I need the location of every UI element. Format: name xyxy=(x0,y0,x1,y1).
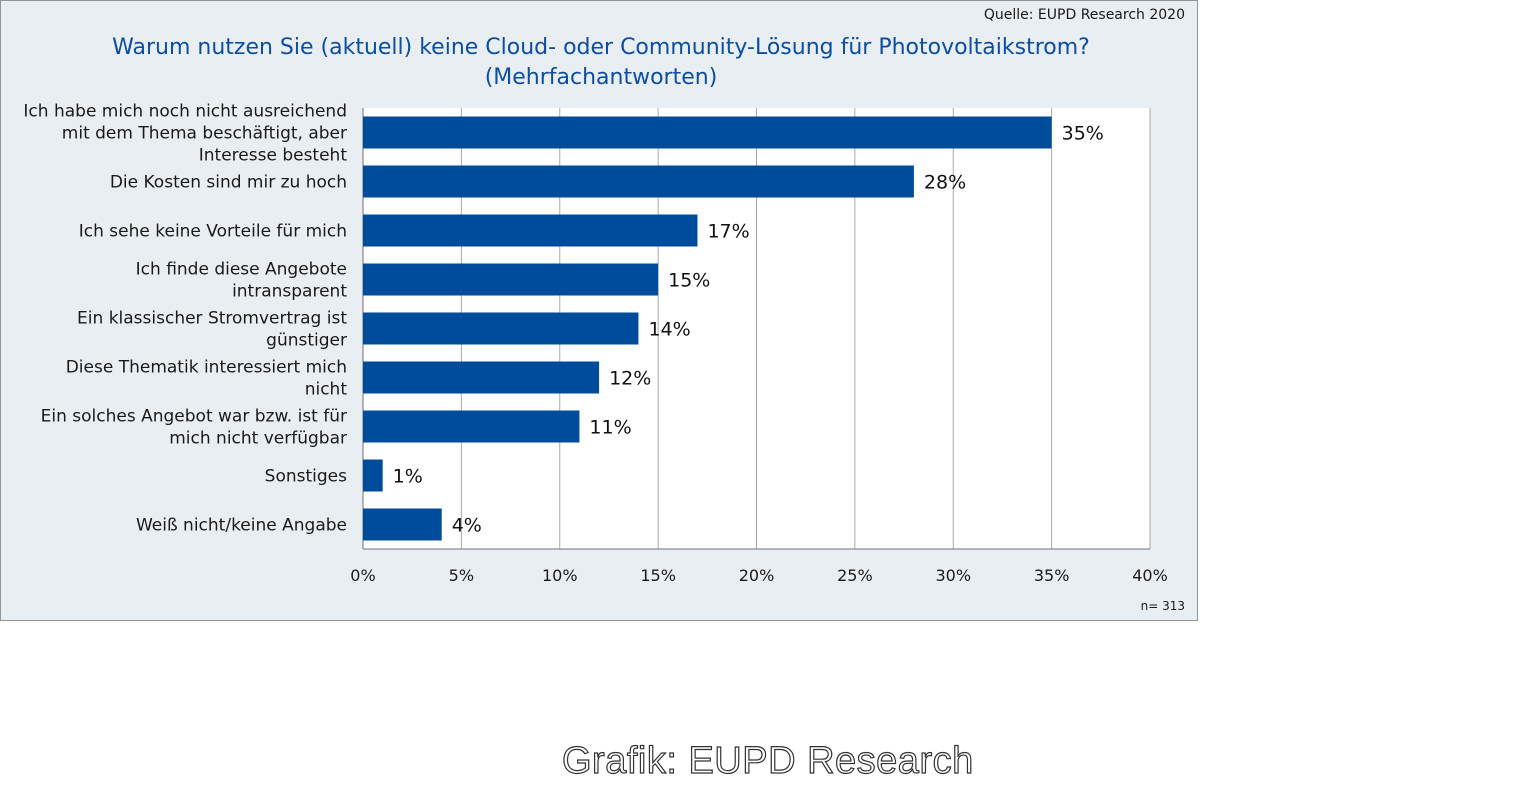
chart-title: Warum nutzen Sie (aktuell) keine Cloud- … xyxy=(112,35,1090,60)
x-tick-label: 40% xyxy=(1132,566,1168,585)
chart-panel: Quelle: EUPD Research 2020 Warum nutzen … xyxy=(0,0,1198,621)
x-tick-label: 5% xyxy=(449,566,474,585)
category-label: Ich habe mich noch nicht ausreichend mit … xyxy=(23,102,347,166)
category-label: Ich sehe keine Vorteile für mich xyxy=(79,222,347,242)
data-label: 15% xyxy=(668,270,710,292)
category-label: Sonstiges xyxy=(265,467,347,487)
x-tick-label: 35% xyxy=(1034,566,1070,585)
data-label: 14% xyxy=(648,319,690,341)
bar xyxy=(363,459,383,492)
category-label: Die Kosten sind mir zu hoch xyxy=(110,173,347,193)
bar-chart: 0% 5% 10% 15% 20% 25% 30% 35% 40% 35% Ich habe mic… xyxy=(23,102,1168,586)
bar xyxy=(363,214,698,247)
category-label: Diese Thematik interessiert mich nicht xyxy=(66,358,348,400)
bar xyxy=(363,263,659,296)
data-label: 11% xyxy=(589,417,631,439)
category-label: Ein solches Angebot war bzw. ist für mich… xyxy=(41,407,347,449)
chart-title-block: Warum nutzen Sie (aktuell) keine Cloud- … xyxy=(31,33,1171,93)
category-label: Ich finde diese Angebote intransparent xyxy=(136,260,348,302)
bar xyxy=(363,116,1052,149)
category-label: Weiß nicht/keine Angabe xyxy=(136,516,347,536)
data-label: 28% xyxy=(924,172,966,194)
data-label: 35% xyxy=(1062,123,1104,145)
bar xyxy=(363,165,914,198)
x-tick-label: 10% xyxy=(542,566,578,585)
data-label: 12% xyxy=(609,368,651,390)
category-label: Ein klassischer Stromvertrag ist günstige… xyxy=(77,309,347,351)
x-tick-label: 30% xyxy=(935,566,971,585)
x-tick-label: 0% xyxy=(350,566,375,585)
bar xyxy=(363,508,442,541)
bar xyxy=(363,312,639,345)
data-label: 17% xyxy=(707,221,749,243)
chart-subtitle: (Mehrfachantworten) xyxy=(484,65,718,90)
x-tick-label: 20% xyxy=(739,566,775,585)
bar xyxy=(363,361,600,394)
sample-size: n= 313 xyxy=(1140,599,1185,613)
bar xyxy=(363,410,580,443)
data-label: 4% xyxy=(452,515,482,537)
x-tick-label: 25% xyxy=(837,566,873,585)
x-tick-label: 15% xyxy=(640,566,676,585)
source-note: Quelle: EUPD Research 2020 xyxy=(983,7,1185,23)
data-label: 1% xyxy=(393,466,423,488)
image-credit: Grafik: EUPD Research xyxy=(561,739,974,782)
